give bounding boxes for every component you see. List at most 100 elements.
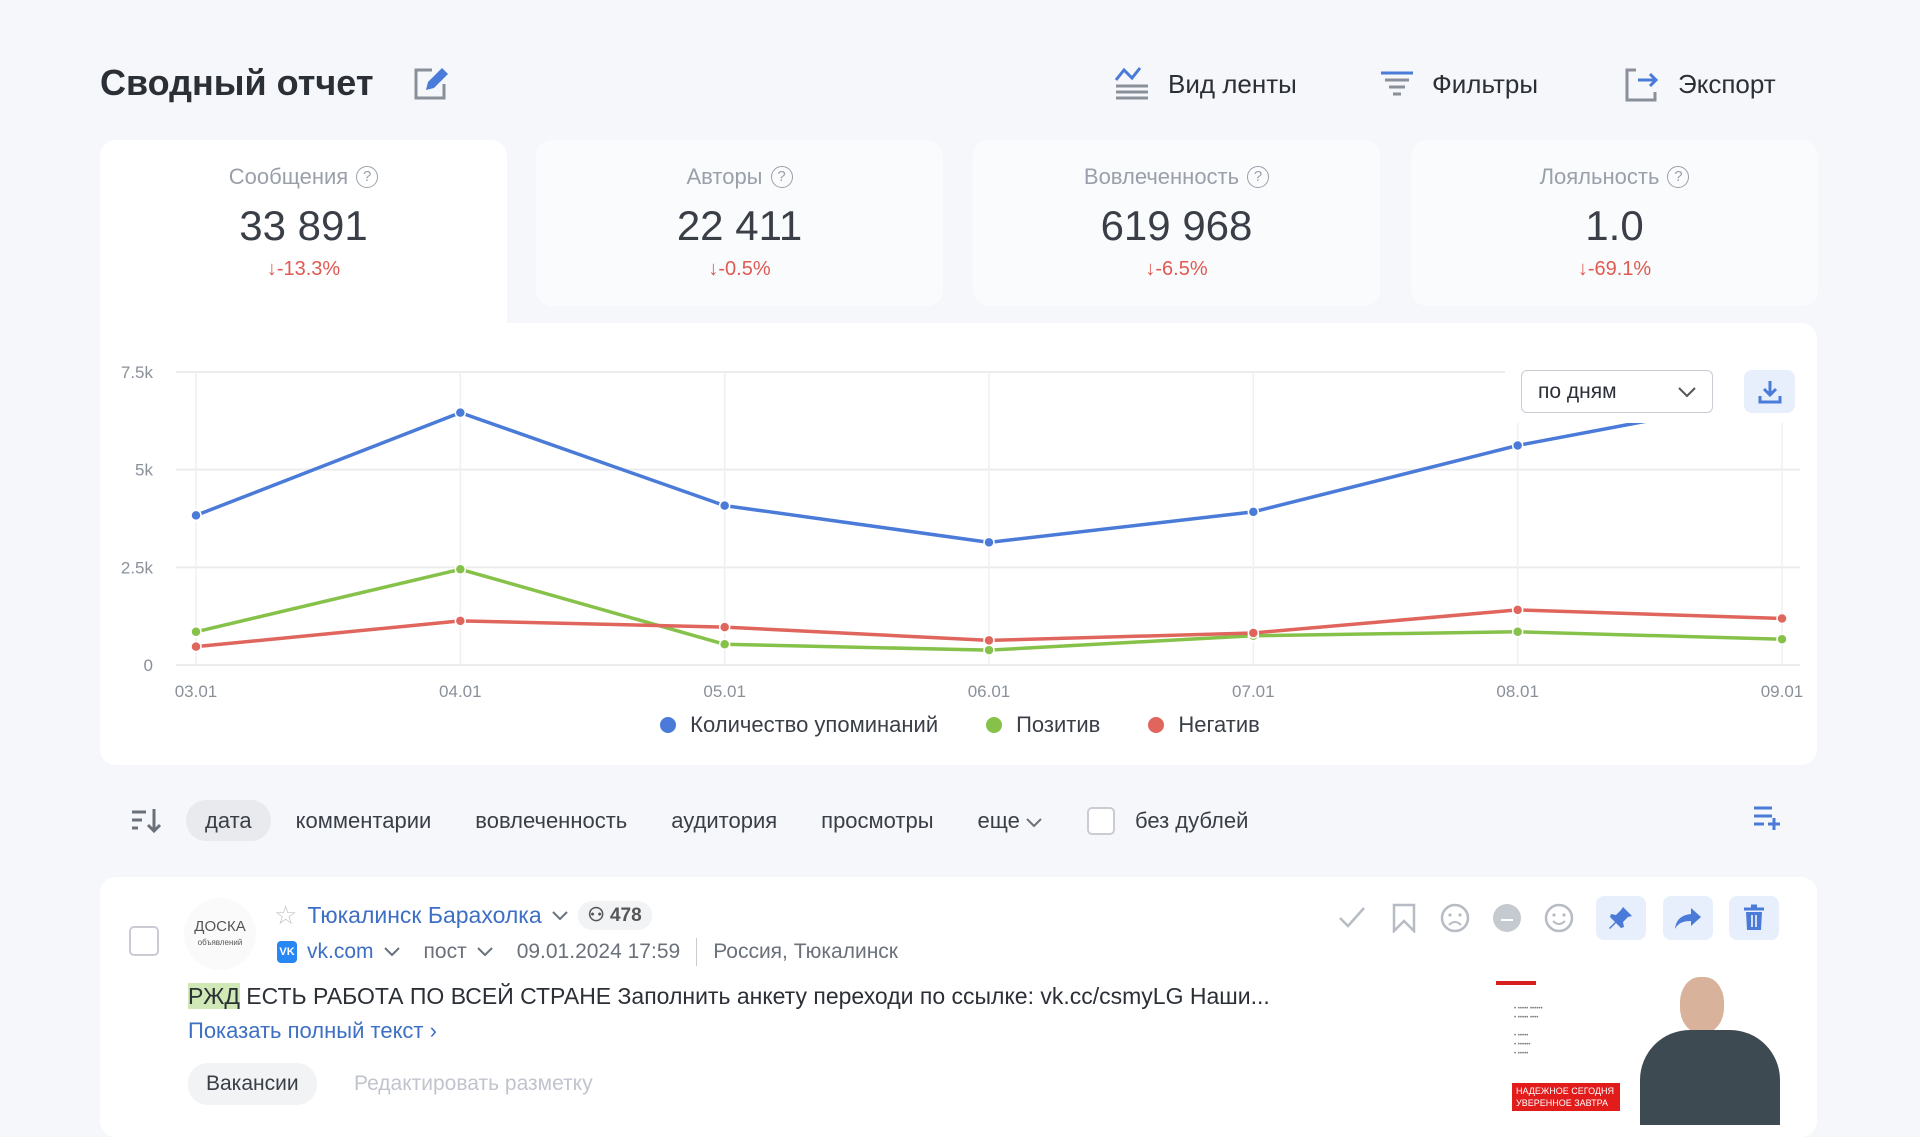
post-type[interactable]: пост — [423, 940, 467, 963]
chevron-down-icon — [1678, 386, 1696, 397]
chevron-down-icon[interactable] — [383, 947, 400, 957]
feed-view-icon — [1114, 67, 1148, 100]
sort-option[interactable]: вовлеченность — [475, 808, 628, 833]
bookmark-button[interactable] — [1379, 896, 1429, 940]
smile-face-icon — [1544, 903, 1574, 933]
post-checkbox[interactable] — [129, 926, 159, 956]
share-icon — [1675, 908, 1701, 929]
data-point[interactable] — [454, 615, 467, 627]
author-link[interactable]: Тюкалинск Барахолка — [307, 902, 542, 928]
delete-button[interactable] — [1729, 896, 1779, 940]
sort-option[interactable]: просмотры — [821, 808, 934, 833]
chevron-down-icon — [1026, 818, 1042, 828]
x-tick-label: 08.01 — [1496, 682, 1539, 701]
data-point[interactable] — [190, 509, 202, 522]
x-tick-label: 09.01 — [1761, 682, 1804, 701]
data-point[interactable] — [1247, 627, 1260, 639]
data-point[interactable] — [983, 536, 995, 549]
export-button[interactable]: Экспорт — [1624, 62, 1776, 106]
legend-item[interactable]: Негатив — [1148, 712, 1260, 738]
chevron-down-icon[interactable] — [551, 910, 568, 921]
data-point[interactable] — [1776, 612, 1788, 625]
positive-sentiment-button[interactable] — [1534, 896, 1584, 940]
metric-card[interactable]: Сообщения? 33 891 ↓-13.3% — [100, 140, 507, 330]
show-full-text-link[interactable]: Показать полный текст › — [188, 1018, 437, 1043]
y-tick-label: 5k — [135, 461, 153, 480]
data-point[interactable] — [190, 626, 202, 638]
pin-button[interactable] — [1596, 896, 1646, 940]
post-image[interactable]: • ••••• •••••• • ••••• •••• • ••••• • •••••… — [1490, 975, 1790, 1125]
bookmark-icon — [1392, 903, 1416, 933]
data-point[interactable] — [454, 563, 467, 576]
x-tick-label: 03.01 — [175, 682, 218, 701]
data-point[interactable] — [1247, 506, 1260, 518]
filter-icon — [1381, 71, 1413, 96]
x-tick-label: 04.01 — [439, 682, 482, 701]
metric-card[interactable]: Лояльность? 1.0 ↓-69.1% — [1411, 140, 1818, 306]
metric-change: ↓-6.5% — [1145, 258, 1208, 280]
tag-badge[interactable]: Вакансии — [188, 1063, 317, 1105]
help-icon[interactable]: ? — [1247, 166, 1270, 188]
metric-label: Вовлеченность — [1083, 164, 1240, 189]
metric-card[interactable]: Вовлеченность? 619 968 ↓-6.5% — [973, 140, 1380, 306]
metric-label: Лояльность — [1539, 164, 1660, 189]
sort-option[interactable]: комментарии — [295, 808, 432, 833]
data-point[interactable] — [1511, 626, 1524, 638]
legend-item[interactable]: Количество упоминаний — [660, 712, 938, 738]
help-icon[interactable]: ? — [1667, 166, 1690, 188]
negative-sentiment-button[interactable] — [1430, 896, 1480, 940]
data-point[interactable] — [190, 640, 202, 653]
chart-legend: Количество упоминаний Позитив Негатив — [0, 712, 1920, 738]
metric-change: ↓-13.3% — [266, 258, 341, 280]
period-dropdown[interactable]: по дням — [1521, 370, 1713, 413]
sort-icon[interactable] — [130, 806, 164, 836]
sad-face-icon — [1440, 903, 1470, 933]
edit-markup-link[interactable]: Редактировать разметку — [354, 1072, 593, 1095]
sort-more-dropdown[interactable]: еще — [959, 800, 1061, 842]
metric-value: 33 891 — [239, 202, 368, 249]
feed-view-button[interactable]: Вид ленты — [1114, 62, 1297, 106]
filters-button[interactable]: Фильтры — [1380, 62, 1538, 106]
neutral-face-icon — [1493, 904, 1521, 932]
source-link[interactable]: vk.com — [307, 940, 374, 963]
metric-value: 619 968 — [1100, 202, 1253, 249]
data-point[interactable] — [1511, 604, 1524, 616]
x-tick-label: 07.01 — [1232, 682, 1275, 701]
y-tick-label: 0 — [144, 656, 153, 675]
metric-value: 22 411 — [676, 202, 803, 249]
help-icon[interactable]: ? — [356, 166, 379, 188]
data-point[interactable] — [983, 634, 995, 647]
data-point[interactable] — [1511, 439, 1524, 452]
legend-item[interactable]: Позитив — [986, 712, 1100, 738]
mark-read-button[interactable] — [1327, 896, 1377, 940]
star-icon[interactable]: ☆ — [274, 900, 298, 930]
post-datetime: 09.01.2024 17:59 — [516, 940, 681, 963]
data-point[interactable] — [983, 644, 995, 656]
sort-bar: дата комментарии вовлеченность аудитория про… — [130, 800, 1248, 842]
no-duplicates-checkbox[interactable] — [1087, 807, 1115, 835]
sort-option[interactable]: аудитория — [671, 808, 778, 833]
metric-card[interactable]: Авторы? 22 411 ↓-0.5% — [536, 140, 943, 306]
legend-dot — [986, 717, 1003, 733]
legend-dot — [1148, 717, 1165, 733]
neutral-sentiment-button[interactable] — [1482, 896, 1532, 940]
data-point[interactable] — [1776, 633, 1788, 645]
sort-option[interactable]: дата — [186, 800, 271, 841]
metric-change: ↓-0.5% — [708, 258, 771, 280]
help-icon[interactable]: ? — [770, 166, 793, 188]
chevron-down-icon[interactable] — [476, 947, 493, 957]
y-tick-label: 7.5k — [121, 363, 154, 382]
pin-icon — [1609, 907, 1632, 929]
data-point[interactable] — [718, 621, 731, 633]
trash-icon — [1744, 904, 1764, 930]
data-point[interactable] — [718, 499, 731, 512]
avatar: ДОСКА объявлений — [184, 898, 256, 970]
share-button[interactable] — [1663, 896, 1713, 940]
metric-change: ↓-69.1% — [1577, 258, 1652, 280]
download-chart-button[interactable] — [1744, 370, 1795, 413]
add-list-icon[interactable] — [1752, 804, 1782, 830]
data-point[interactable] — [454, 406, 467, 419]
data-point[interactable] — [718, 638, 731, 651]
edit-icon[interactable] — [410, 64, 450, 104]
no-duplicates-label: без дублей — [1135, 808, 1249, 833]
